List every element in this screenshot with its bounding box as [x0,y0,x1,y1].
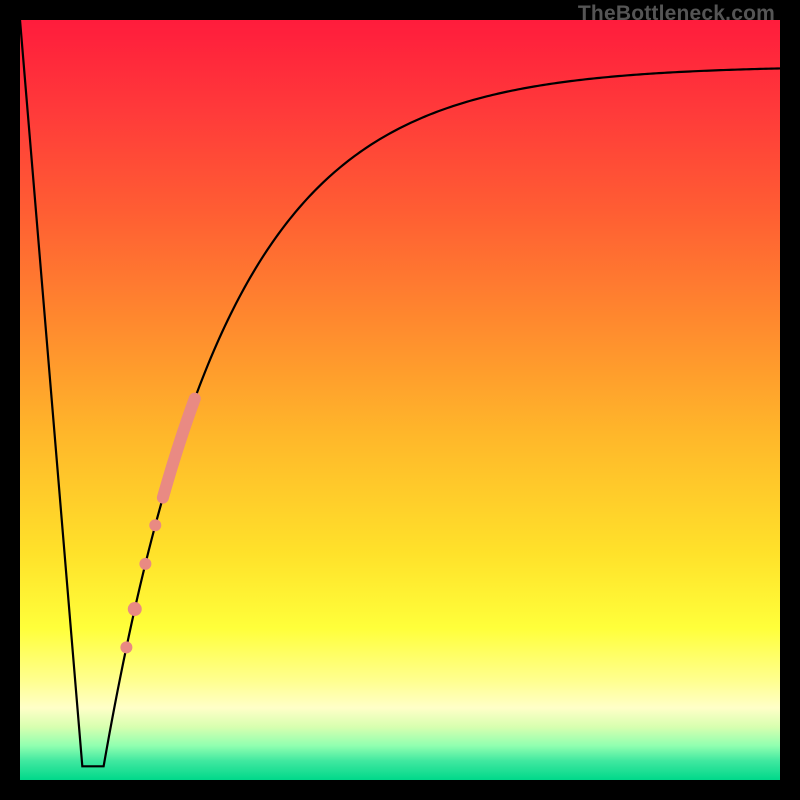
curve-layer [20,20,780,780]
marker-dot [128,602,142,616]
watermark-text: TheBottleneck.com [578,2,775,26]
marker-dot [149,519,161,531]
bottleneck-curve [20,20,780,766]
plot-area [20,20,780,780]
marker-dot [120,641,132,653]
chart-container: TheBottleneck.com [0,0,800,800]
marker-band [163,399,195,498]
marker-dot [139,558,151,570]
